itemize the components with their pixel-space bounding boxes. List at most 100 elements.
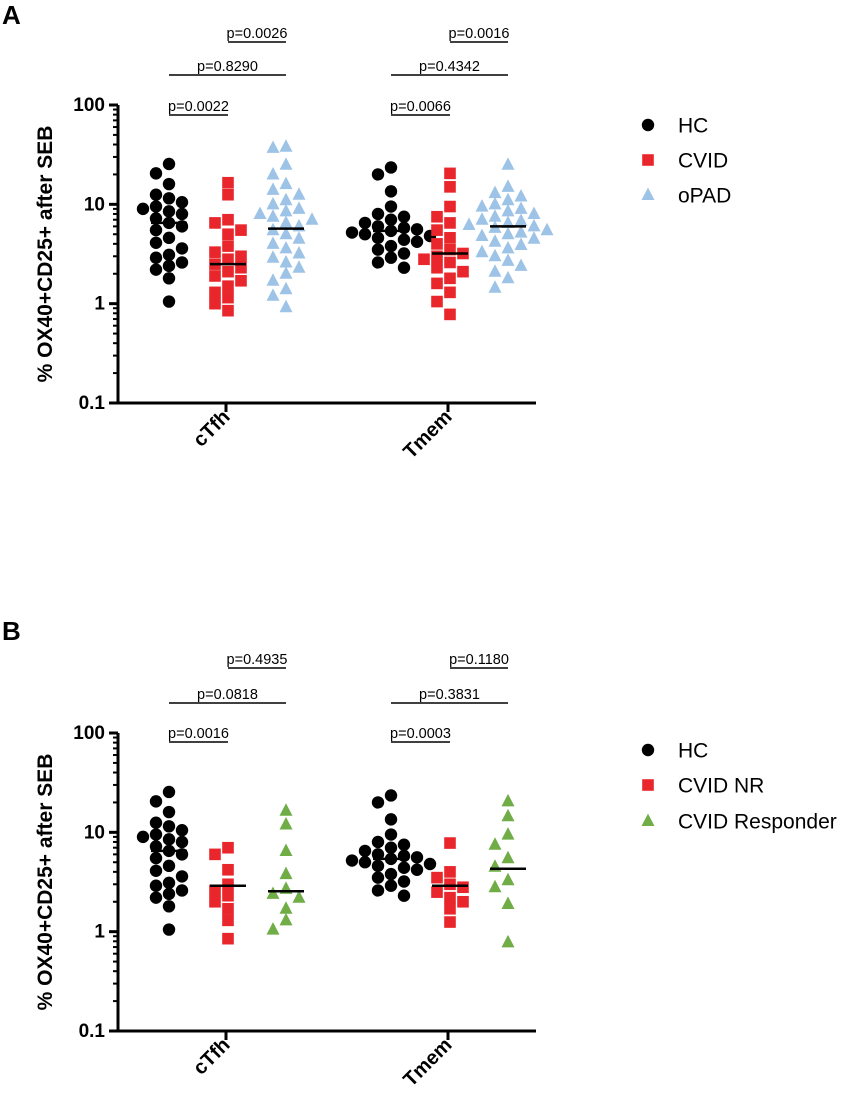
data-point: [222, 914, 234, 927]
data-point: [501, 241, 515, 254]
data-point: [371, 848, 385, 861]
data-point: [397, 221, 411, 235]
data-point: [397, 247, 411, 260]
data-point: [384, 239, 398, 253]
p-value-label: p=0.0066: [390, 99, 451, 115]
data-point: [235, 224, 247, 236]
data-point: [501, 934, 515, 948]
data-point: [384, 200, 398, 213]
data-point: [444, 243, 456, 256]
series-hc: [136, 157, 437, 308]
data-point: [410, 851, 424, 864]
data-point: [162, 157, 176, 171]
data-point: [235, 261, 247, 274]
data-point: [444, 167, 456, 180]
data-point: [384, 813, 398, 826]
data-point: [266, 273, 280, 286]
data-point: [444, 837, 456, 849]
data-point: [384, 161, 398, 174]
data-point: [279, 157, 293, 170]
data-point: [253, 206, 267, 219]
p-value-label: p=0.3831: [419, 687, 480, 703]
data-point: [501, 253, 515, 266]
data-point: [279, 215, 293, 228]
data-point: [371, 835, 385, 849]
data-point: [149, 879, 163, 892]
data-point: [444, 866, 456, 878]
data-point: [423, 857, 437, 871]
data-point: [279, 176, 293, 190]
data-point: [371, 871, 385, 884]
data-point: [501, 179, 515, 192]
data-point: [371, 796, 385, 809]
data-point: [222, 265, 234, 278]
data-point: [444, 217, 456, 229]
data-point: [431, 250, 443, 263]
data-point: [222, 304, 234, 317]
data-point: [292, 231, 306, 244]
data-point: [410, 235, 424, 248]
data-point: [266, 236, 280, 249]
data-point: [501, 157, 515, 170]
data-point: [279, 299, 293, 313]
data-point: [397, 861, 411, 874]
data-point: [514, 237, 528, 250]
data-point: [149, 828, 163, 841]
data-point: [266, 288, 280, 301]
data-point: [371, 220, 385, 233]
data-point: [431, 210, 443, 223]
data-point: [175, 884, 189, 897]
data-point: [162, 205, 176, 218]
data-point: [540, 222, 554, 236]
data-point: [175, 256, 189, 269]
data-point: [501, 793, 515, 807]
data-point: [222, 932, 234, 945]
data-point: [514, 225, 528, 238]
data-point: [488, 837, 502, 850]
data-point: [527, 231, 541, 244]
data-point: [222, 253, 234, 266]
data-point: [431, 871, 443, 884]
data-point: [222, 841, 234, 854]
data-point: [162, 248, 176, 262]
data-point: [279, 241, 293, 254]
data-point: [149, 891, 163, 904]
data-point: [279, 226, 293, 240]
data-point: [371, 231, 385, 245]
data-point: [410, 223, 424, 236]
data-point: [162, 259, 176, 273]
y-tick-label: 0.1: [79, 1021, 106, 1042]
data-point: [397, 233, 411, 246]
data-point: [488, 264, 502, 277]
data-point: [175, 207, 189, 221]
data-point: [149, 212, 163, 225]
data-point: [475, 199, 489, 212]
data-point: [431, 277, 443, 290]
data-point: [222, 176, 234, 189]
data-point: [149, 263, 163, 276]
data-point: [444, 308, 456, 321]
series-cvid-nr: [209, 837, 469, 945]
data-point: [175, 835, 189, 849]
data-point: [209, 895, 221, 908]
data-point: [162, 833, 176, 846]
data-point: [162, 272, 176, 285]
series-opad: [253, 139, 554, 313]
data-point: [488, 234, 502, 247]
data-point: [397, 875, 411, 888]
data-point: [384, 879, 398, 892]
data-point: [527, 218, 541, 232]
data-point: [162, 177, 176, 191]
data-point: [292, 260, 306, 273]
data-point: [279, 912, 293, 926]
y-tick-label: 100: [73, 95, 105, 116]
data-point: [397, 261, 411, 274]
data-point: [149, 188, 163, 201]
data-point: [488, 280, 502, 293]
data-point: [358, 856, 372, 869]
data-point: [462, 217, 476, 230]
series-cvid-responder: [266, 793, 526, 948]
data-point: [149, 236, 163, 249]
data-point: [149, 223, 163, 237]
